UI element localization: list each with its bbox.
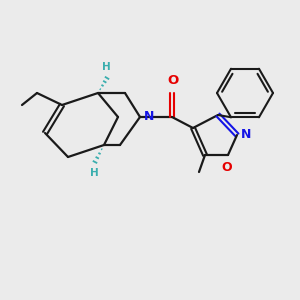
- Text: N: N: [144, 110, 154, 124]
- Text: O: O: [167, 74, 178, 87]
- Text: N: N: [241, 128, 251, 142]
- Text: H: H: [102, 62, 110, 72]
- Text: H: H: [90, 168, 98, 178]
- Text: O: O: [222, 161, 232, 174]
